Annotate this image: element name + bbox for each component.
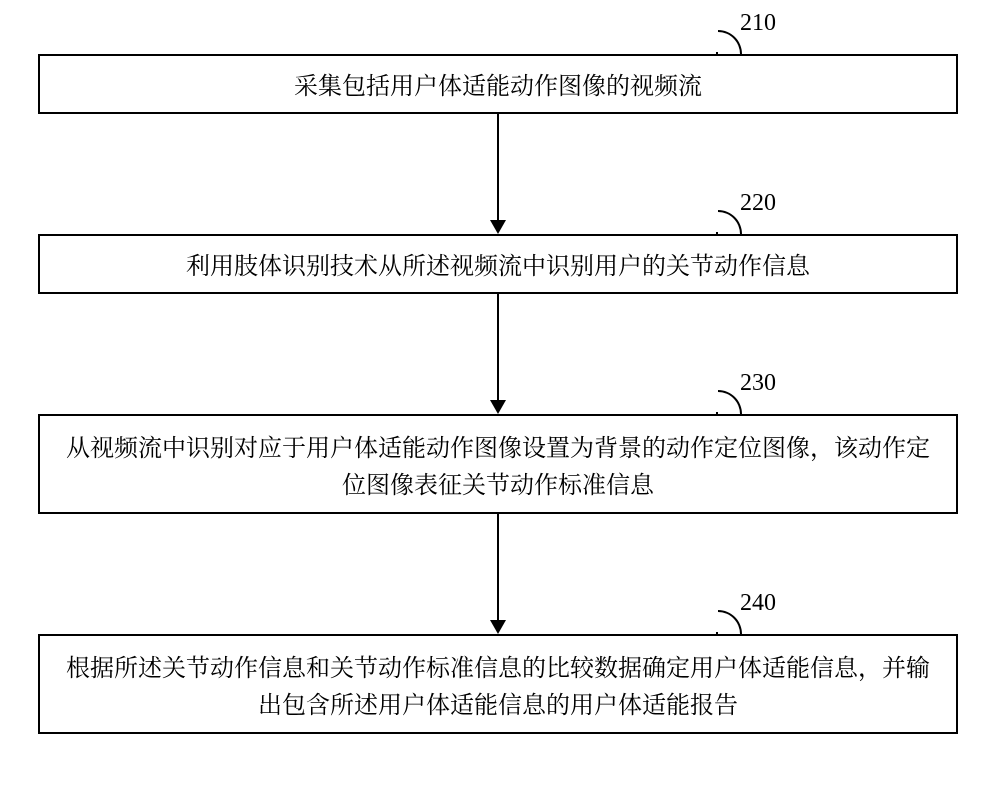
arrow-220-230: [486, 294, 510, 414]
flow-step-text: 采集包括用户体适能动作图像的视频流: [294, 65, 702, 102]
flow-step-label-230: 230: [740, 370, 776, 397]
flow-step-label-210: 210: [740, 10, 776, 37]
flow-step-text: 利用肢体识别技术从所述视频流中识别用户的关节动作信息: [186, 245, 810, 282]
arrow-230-240: [486, 514, 510, 634]
arrow-210-220: [486, 114, 510, 234]
flow-step-text: 根据所述关节动作信息和关节动作标准信息的比较数据确定用户体适能信息，并输出包含所…: [60, 647, 936, 721]
flow-step-label-220: 220: [740, 190, 776, 217]
flowchart-canvas: 采集包括用户体适能动作图像的视频流 210 利用肢体识别技术从所述视频流中识别用户的…: [0, 0, 1000, 789]
flow-step-210: 采集包括用户体适能动作图像的视频流: [38, 54, 958, 114]
flow-step-230: 从视频流中识别对应于用户体适能动作图像设置为背景的动作定位图像，该动作定位图像表…: [38, 414, 958, 514]
flow-step-240: 根据所述关节动作信息和关节动作标准信息的比较数据确定用户体适能信息，并输出包含所…: [38, 634, 958, 734]
leader-curve: [718, 610, 742, 634]
flow-step-220: 利用肢体识别技术从所述视频流中识别用户的关节动作信息: [38, 234, 958, 294]
leader-curve: [718, 210, 742, 234]
flow-step-text: 从视频流中识别对应于用户体适能动作图像设置为背景的动作定位图像，该动作定位图像表…: [60, 427, 936, 501]
leader-tail: [716, 632, 718, 636]
leader-curve: [718, 30, 742, 54]
leader-tail: [716, 412, 718, 416]
leader-curve: [718, 390, 742, 414]
leader-tail: [716, 52, 718, 56]
leader-tail: [716, 232, 718, 236]
flow-step-label-240: 240: [740, 590, 776, 617]
